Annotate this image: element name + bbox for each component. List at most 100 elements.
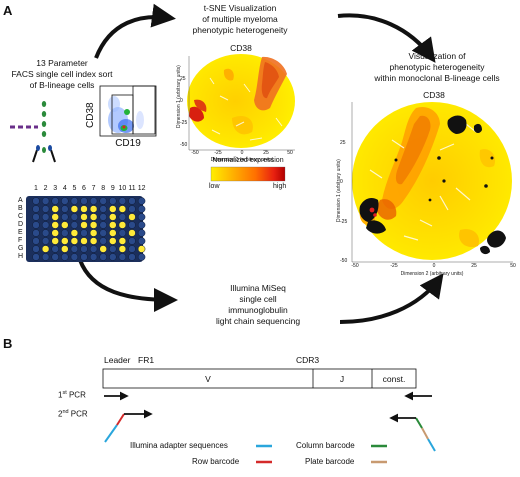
colorbar-title: Normalized expression: [212, 157, 284, 164]
plate-well: [41, 205, 50, 213]
plate-column-label: 8: [101, 185, 106, 192]
plate-well: [137, 205, 146, 213]
plate-well: [80, 213, 88, 221]
mono-x-axis-label: Dimension 2 (arbitrary units): [400, 271, 464, 277]
plate-well: [32, 213, 40, 221]
plate-well: [70, 229, 79, 237]
plate-well: [70, 245, 79, 253]
facs-y-axis-label: CD38: [85, 102, 96, 128]
label-fr1: FR1: [138, 355, 155, 365]
plate-well: [99, 205, 107, 213]
plate-well: [109, 245, 117, 253]
plate-well: [137, 245, 146, 253]
plate-column-label: 2: [43, 185, 48, 192]
plate-well: [109, 253, 117, 261]
mono-y-tick: -50: [340, 258, 348, 264]
plate-well: [128, 213, 136, 221]
plate-column-label: 6: [82, 185, 86, 192]
tsne-y-tick: -50: [180, 142, 188, 148]
plate-well: [89, 205, 98, 213]
tsne-x-tick: -50: [191, 150, 199, 156]
plate-well: [80, 237, 88, 245]
plate-well: [118, 229, 127, 237]
plate-well: [118, 213, 127, 221]
plate-well: [137, 253, 146, 261]
arrow-to-tsne: [94, 3, 176, 59]
plate-well: [118, 237, 127, 245]
plate-well: [61, 205, 69, 213]
plate-column-label: 7: [91, 185, 96, 192]
arrow-to-sequencing: [78, 259, 178, 312]
plate-well: [99, 197, 107, 205]
plate-well: [80, 205, 88, 213]
arrow-seq-to-monoclonal: [339, 273, 444, 324]
mono-x-tick: 0: [432, 263, 436, 269]
panel-label-b: B: [3, 336, 13, 351]
label-cdr3: CDR3: [296, 355, 320, 365]
arrow-to-monoclonal: [337, 13, 436, 63]
mono-heading-line-1: Visualization of: [408, 51, 466, 61]
tsne-y-tick: 0: [180, 98, 183, 104]
colorbar-high-label: high: [273, 183, 287, 190]
plate-well: [99, 213, 107, 221]
pcr2-label: 2nd PCR: [58, 409, 88, 419]
tsne-y-tick: 25: [180, 76, 186, 82]
plate-well: [41, 221, 50, 229]
label-leader: Leader: [104, 355, 131, 365]
tsne-y-axis-label: Dimension 1 (arbitrary units): [176, 65, 182, 128]
plate-well: [41, 245, 50, 253]
tsne-y-tick: -25: [180, 120, 188, 126]
legend-label-adapter: Illumina adapter sequences: [130, 441, 228, 450]
plate-well: [70, 213, 79, 221]
plate-well: [61, 221, 69, 229]
plate-well: [128, 253, 136, 261]
plate-well: [89, 213, 98, 221]
plate-row-label: H: [18, 253, 24, 260]
plate-well: [109, 229, 117, 237]
plate-well: [32, 197, 40, 205]
well-plate: [26, 196, 146, 262]
plate-well: [80, 229, 88, 237]
plate-well: [51, 229, 59, 237]
monoclonal-tsne-plot: [351, 102, 513, 263]
plate-well: [89, 197, 98, 205]
plate-row-label: B: [18, 205, 23, 212]
mono-heading-line-2: phenotypic heterogeneity: [389, 62, 485, 72]
mono-x-tick: 50: [510, 263, 516, 269]
plate-well: [51, 213, 59, 221]
plate-well: [70, 253, 79, 261]
plate-well: [118, 253, 127, 261]
mono-plot-title: CD38: [423, 90, 445, 100]
plate-well: [109, 205, 117, 213]
pcr2-forward-primer: [104, 409, 153, 443]
plate-row-label: E: [18, 229, 23, 236]
sort-text-line-1: 13 Parameter: [36, 58, 88, 68]
plate-well: [118, 197, 127, 205]
seq-text-line-1: Illumina MiSeq: [230, 283, 286, 293]
plate-column-label: 4: [62, 185, 67, 192]
tsne-x-tick: -25: [214, 150, 222, 156]
plate-well: [41, 253, 50, 261]
plate-well: [109, 221, 117, 229]
plate-well: [61, 245, 69, 253]
mono-x-tick: -50: [351, 263, 359, 269]
plate-well: [99, 221, 107, 229]
plate-well: [89, 221, 98, 229]
panel-label-a: A: [3, 3, 13, 18]
plate-well: [128, 229, 136, 237]
plate-well: [128, 197, 136, 205]
plate-column-label: 5: [72, 185, 77, 192]
tsne-plot: [187, 54, 295, 151]
plate-well: [51, 197, 59, 205]
mono-x-tick: 25: [471, 263, 477, 269]
plate-well: [137, 197, 146, 205]
plate-column-label: 11: [128, 185, 136, 192]
seq-text-line-2: single cell: [239, 294, 277, 304]
plate-well: [61, 197, 69, 205]
plate-well: [32, 237, 40, 245]
tsne-x-tick: 25: [263, 150, 269, 156]
plate-well: [51, 253, 59, 261]
light-chain-gene-diagram: [102, 368, 417, 389]
plate-column-label: 3: [53, 185, 58, 192]
